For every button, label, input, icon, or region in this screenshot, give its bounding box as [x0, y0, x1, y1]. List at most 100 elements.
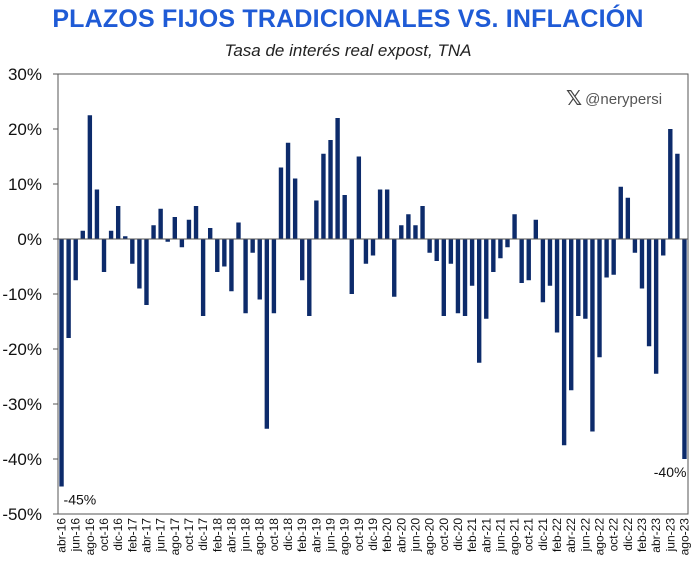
x-tick-label: oct-19	[352, 518, 366, 552]
bar	[682, 239, 687, 459]
bar	[108, 230, 114, 239]
bar	[151, 225, 156, 239]
bar	[222, 239, 227, 267]
bar	[80, 230, 85, 239]
x-tick-label: dic-21	[536, 518, 550, 551]
x-tick-label: abr-17	[139, 518, 153, 553]
bar	[476, 239, 482, 363]
bar	[462, 239, 468, 316]
bar	[625, 197, 631, 239]
y-tick-label: -20%	[2, 340, 42, 359]
bar	[307, 239, 312, 316]
bar	[512, 214, 517, 239]
bar	[215, 239, 220, 272]
bar	[668, 129, 673, 239]
bar	[448, 239, 454, 264]
bar	[321, 153, 326, 239]
bar	[618, 186, 623, 239]
bar	[236, 222, 241, 239]
bar	[583, 239, 588, 319]
bar	[484, 239, 489, 319]
bar	[278, 167, 284, 239]
bar	[87, 115, 93, 239]
bar	[653, 239, 659, 374]
x-tick-label: abr-23	[649, 518, 663, 553]
bar	[561, 239, 567, 446]
bar	[165, 239, 170, 242]
bar	[59, 239, 64, 487]
bar	[632, 239, 638, 253]
bar	[554, 239, 560, 333]
bar	[115, 206, 121, 239]
x-tick-label: dic-20	[451, 518, 465, 551]
bar	[413, 225, 418, 239]
bar	[250, 239, 255, 253]
y-tick-label: 0%	[17, 230, 42, 249]
bar	[604, 239, 609, 278]
bar	[420, 206, 425, 239]
x-tick-label: jun-21	[493, 518, 507, 553]
y-tick-label: 30%	[8, 65, 42, 84]
bar	[342, 195, 347, 239]
bar	[186, 219, 192, 239]
bar	[172, 217, 177, 239]
bar	[144, 239, 149, 305]
bar	[158, 208, 163, 239]
bar	[377, 189, 383, 239]
x-tick-label: oct-20	[437, 518, 451, 552]
watermark: 𝕏 @nerypersi	[566, 89, 662, 109]
bar	[285, 142, 291, 239]
x-tick-label: ago-16	[83, 518, 97, 556]
x-tick-label: ago-22	[593, 518, 607, 556]
bar	[597, 239, 602, 358]
x-tick-label: dic-17	[196, 518, 210, 551]
bar	[576, 239, 581, 316]
bar	[179, 239, 185, 248]
x-tick-label: dic-22	[621, 518, 635, 551]
bar	[123, 236, 128, 239]
x-tick-label: feb-21	[465, 518, 479, 552]
x-tick-label: dic-18	[281, 518, 295, 551]
bar	[434, 239, 439, 261]
bar	[661, 239, 666, 256]
bar	[491, 239, 496, 272]
x-tick-label: dic-16	[111, 518, 125, 551]
bar	[519, 239, 524, 283]
bar	[646, 239, 652, 347]
x-tick-label: oct-22	[607, 518, 621, 552]
x-tick-label: jun-23	[663, 518, 677, 553]
bar	[207, 228, 213, 239]
x-tick-label: abr-18	[224, 518, 238, 553]
bar	[569, 239, 574, 391]
bar	[137, 239, 142, 289]
x-tick-label: jun-19	[324, 518, 338, 553]
bar	[399, 225, 404, 239]
x-tick-label: ago-21	[508, 518, 522, 556]
bar	[335, 118, 340, 239]
x-tick-label: feb-19	[295, 518, 309, 552]
x-tick-label: abr-20	[394, 518, 408, 553]
bar	[455, 239, 461, 314]
bar	[66, 239, 71, 338]
x-tick-label: ago-18	[253, 518, 267, 556]
bar	[300, 239, 305, 281]
data-label: -45%	[64, 492, 97, 508]
x-tick-label: jun-17	[154, 518, 168, 553]
bar	[498, 239, 503, 259]
bar	[314, 200, 319, 239]
bar	[356, 156, 362, 239]
x-tick-label: abr-21	[479, 518, 493, 553]
bar	[101, 239, 107, 272]
chart-subtitle: Tasa de interés real expost, TNA	[224, 41, 472, 60]
bar	[384, 189, 390, 239]
x-tick-label: abr-19	[309, 518, 323, 553]
x-tick-label: ago-17	[168, 518, 182, 556]
y-tick-label: 20%	[8, 120, 42, 139]
x-tick-label: oct-16	[97, 518, 111, 552]
x-tick-label: feb-20	[380, 518, 394, 552]
bar	[469, 239, 475, 286]
bar	[73, 239, 78, 281]
bar	[370, 239, 376, 256]
bar	[639, 239, 645, 289]
bar	[505, 239, 510, 248]
